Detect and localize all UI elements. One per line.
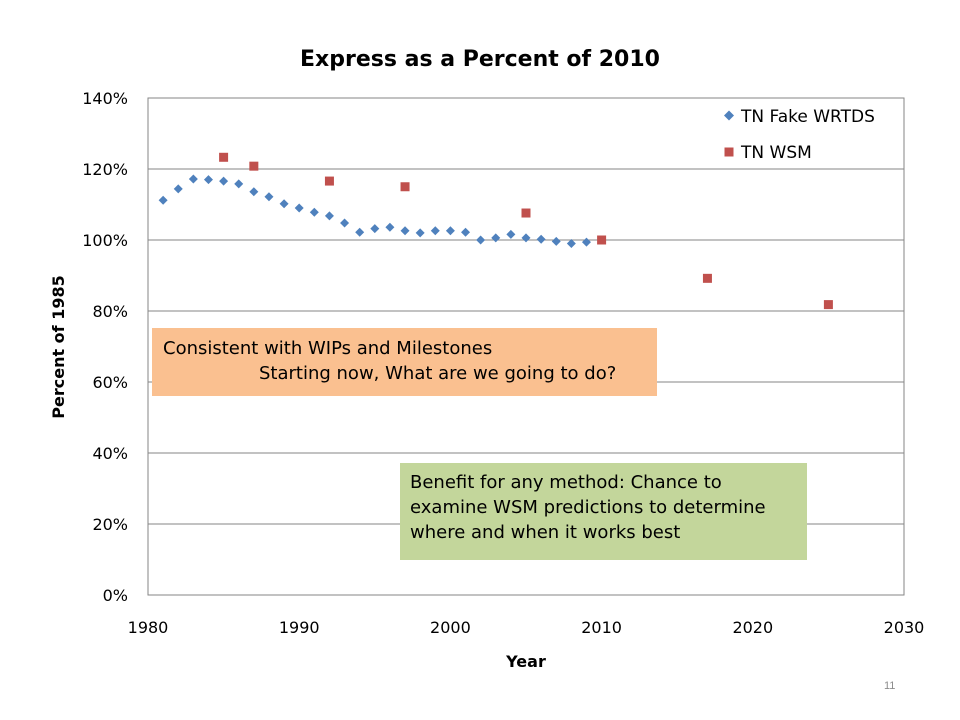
y-tick-label: 0% [103, 586, 128, 605]
data-point-tn-fake-wrtds [203, 175, 213, 185]
data-point-tn-wsm [324, 176, 334, 186]
data-point-tn-fake-wrtds [566, 239, 576, 249]
y-tick-label: 60% [92, 373, 128, 392]
x-tick-label: 2000 [430, 618, 471, 637]
legend-label-tn-wsm: TN WSM [740, 143, 812, 163]
data-point-tn-fake-wrtds [551, 236, 561, 246]
legend: TN Fake WRTDS TN WSM [724, 107, 875, 163]
data-point-tn-wsm [400, 182, 410, 192]
legend-label-tn-fake-wrtds: TN Fake WRTDS [740, 107, 875, 127]
data-point-tn-fake-wrtds [491, 233, 501, 243]
legend-marker-tn-fake-wrtds [724, 110, 734, 121]
callout-green-line1: Benefit for any method: Chance to [410, 472, 722, 493]
data-point-tn-fake-wrtds [173, 184, 183, 194]
y-tick-label: 120% [82, 160, 128, 179]
data-point-tn-wsm [219, 152, 229, 162]
data-point-tn-fake-wrtds [476, 235, 486, 245]
data-point-tn-fake-wrtds [415, 228, 425, 238]
data-point-tn-fake-wrtds [309, 207, 319, 217]
y-axis-ticks: 0% 20% 40% 60% 80% 100% 120% 140% [82, 89, 128, 605]
callout-wips-milestones: Consistent with WIPs and Milestones Star… [152, 328, 657, 396]
y-tick-label: 140% [82, 89, 128, 108]
data-point-tn-fake-wrtds [430, 226, 440, 236]
data-point-tn-wsm [249, 161, 259, 171]
x-axis-title: Year [505, 652, 546, 671]
data-point-tn-wsm [823, 300, 833, 310]
plot-area-frame [147, 97, 905, 596]
data-point-tn-wsm [597, 235, 607, 245]
data-point-tn-fake-wrtds [264, 192, 274, 202]
x-tick-label: 1990 [279, 618, 320, 637]
data-point-tn-wsm [521, 208, 531, 218]
data-point-tn-fake-wrtds [536, 234, 546, 244]
y-tick-label: 80% [92, 302, 128, 321]
data-point-tn-fake-wrtds [355, 227, 365, 237]
data-markers [158, 152, 833, 310]
data-point-tn-fake-wrtds [370, 224, 380, 234]
data-point-tn-fake-wrtds [188, 174, 198, 184]
data-point-tn-fake-wrtds [294, 203, 304, 213]
callout-orange-line1: Consistent with WIPs and Milestones [163, 338, 493, 359]
data-point-tn-fake-wrtds [581, 237, 591, 247]
callout-benefit: Benefit for any method: Chance to examin… [400, 463, 807, 560]
page-number: 11 [884, 680, 896, 692]
chart-title: Express as a Percent of 2010 [300, 47, 660, 72]
data-point-tn-fake-wrtds [385, 222, 395, 232]
x-tick-label: 2010 [581, 618, 622, 637]
data-point-tn-fake-wrtds [506, 229, 516, 239]
callout-green-line3: where and when it works best [410, 522, 681, 543]
data-point-tn-fake-wrtds [340, 218, 350, 228]
data-point-tn-fake-wrtds [234, 179, 244, 189]
data-point-tn-fake-wrtds [521, 233, 531, 243]
y-tick-label: 100% [82, 231, 128, 250]
y-axis-title: Percent of 1985 [49, 275, 68, 418]
data-point-tn-fake-wrtds [324, 211, 334, 221]
data-point-tn-fake-wrtds [445, 226, 455, 236]
data-point-tn-fake-wrtds [158, 195, 168, 205]
data-point-tn-fake-wrtds [461, 227, 471, 237]
legend-marker-tn-wsm [724, 147, 734, 157]
data-point-tn-fake-wrtds [249, 187, 259, 197]
callout-green-line2: examine WSM predictions to determine [410, 497, 766, 518]
data-point-tn-fake-wrtds [400, 226, 410, 236]
y-tick-label: 20% [92, 515, 128, 534]
data-point-tn-fake-wrtds [279, 199, 289, 209]
x-tick-label: 1980 [128, 618, 169, 637]
y-tick-label: 40% [92, 444, 128, 463]
data-point-tn-wsm [702, 273, 712, 283]
data-point-tn-fake-wrtds [219, 176, 229, 186]
x-axis-ticks: 1980 1990 2000 2010 2020 2030 [128, 618, 925, 637]
x-tick-label: 2030 [884, 618, 925, 637]
x-tick-label: 2020 [732, 618, 773, 637]
callout-orange-line2: Starting now, What are we going to do? [259, 363, 617, 384]
